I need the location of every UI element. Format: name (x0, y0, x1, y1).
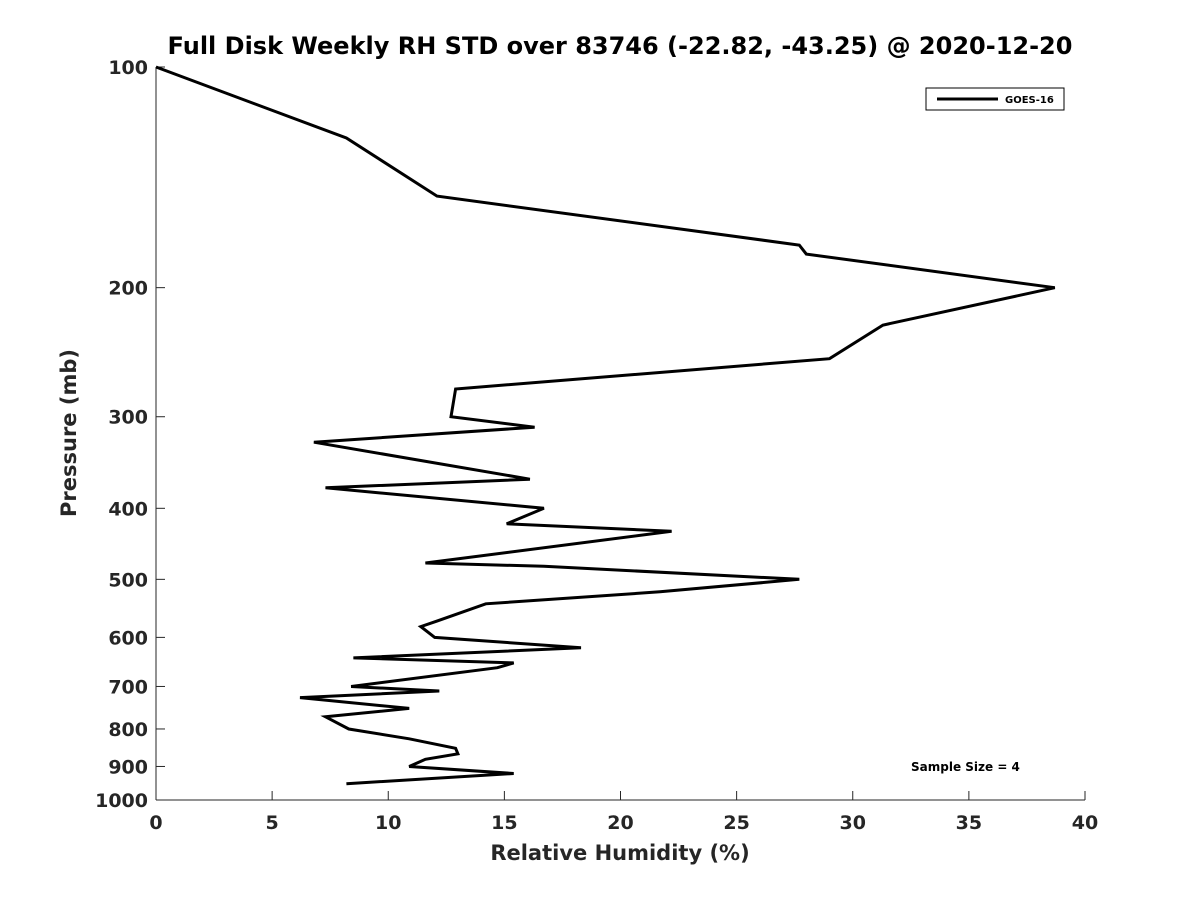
x-tick-label: 10 (375, 812, 401, 834)
chart-title: Full Disk Weekly RH STD over 83746 (-22.… (168, 32, 1073, 60)
series-group (155, 65, 1056, 786)
y-tick-label: 400 (108, 498, 148, 520)
series-line-goes-16 (155, 65, 1056, 786)
y-tick-label: 700 (108, 676, 148, 698)
y-tick-label: 300 (108, 407, 148, 429)
legend-label-goes-16: GOES-16 (1005, 95, 1054, 106)
x-tick-label: 20 (607, 812, 633, 834)
x-axis-label: Relative Humidity (%) (490, 841, 749, 865)
x-tick-label: 15 (491, 812, 517, 834)
y-tick-label: 1000 (95, 790, 148, 812)
y-tick-label: 900 (108, 756, 148, 778)
sample-size-annotation: Sample Size = 4 (911, 760, 1020, 774)
axes (155, 67, 1085, 801)
x-tick-label: 0 (149, 812, 162, 834)
y-axis-label: Pressure (mb) (57, 349, 81, 517)
y-tick-label: 100 (108, 57, 148, 79)
legend: GOES-16 (925, 87, 1065, 111)
x-ticks: 0 5 10 15 20 25 30 35 40 (149, 791, 1098, 834)
x-tick-label: 35 (956, 812, 982, 834)
x-tick-label: 40 (1072, 812, 1098, 834)
y-ticks: 100 200 300 400 500 600 700 800 900 1000 (95, 57, 165, 812)
x-tick-label: 30 (840, 812, 866, 834)
x-tick-label: 5 (266, 812, 279, 834)
y-tick-label: 200 (108, 278, 148, 300)
y-tick-label: 600 (108, 627, 148, 649)
y-tick-label: 800 (108, 719, 148, 741)
y-tick-label: 500 (108, 569, 148, 591)
x-tick-label: 25 (723, 812, 749, 834)
